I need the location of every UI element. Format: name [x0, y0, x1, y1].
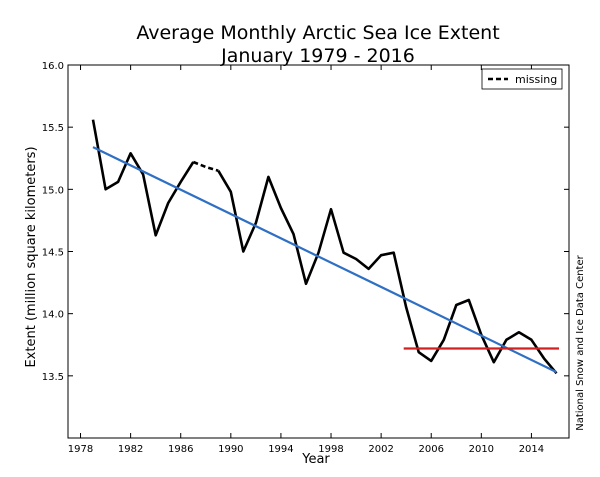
extent-line	[217, 170, 558, 375]
y-tick-label: 16.0	[42, 61, 64, 72]
x-axis-label: Year	[301, 452, 330, 467]
x-tick-label: 1978	[68, 444, 93, 455]
y-tick-label: 14.0	[42, 310, 64, 321]
legend: missing	[481, 68, 563, 90]
chart-title: Average Monthly Arctic Sea Ice Extent	[136, 22, 499, 44]
x-tick-label: 1990	[218, 444, 243, 455]
legend-label-missing: missing	[515, 73, 557, 86]
y-tick-label: 14.5	[42, 248, 64, 259]
y-axis-label: Extent (million square kilometers)	[24, 146, 39, 367]
x-tick-label: 1982	[118, 444, 143, 455]
y-ticks: 13.5 14.0 14.5 15.0 15.5 16.0	[42, 61, 569, 383]
x-tick-label: 1998	[318, 444, 343, 455]
x-tick-label: 2002	[368, 444, 393, 455]
chart-subtitle: January 1979 - 2016	[220, 45, 415, 67]
series-group	[91, 119, 559, 375]
y-tick-label: 15.5	[42, 123, 64, 134]
x-tick-label: 1994	[268, 444, 293, 455]
legend-box	[481, 68, 563, 90]
x-tick-label: 2010	[469, 444, 494, 455]
y-tick-label: 15.0	[42, 185, 64, 196]
extent-line	[91, 119, 195, 237]
credit-label: National Snow and Ice Data Center	[575, 254, 586, 430]
y-tick-label: 13.5	[42, 372, 64, 383]
x-ticks: 1978 1982 1986 1990 1994 1998 2002 2006 2010 2014	[68, 65, 544, 455]
x-tick-label: 1986	[168, 444, 193, 455]
x-tick-label: 2014	[519, 444, 544, 455]
trend-line	[92, 146, 557, 374]
missing-data-dashed-line	[192, 160, 219, 172]
x-tick-label: 2006	[418, 444, 443, 455]
